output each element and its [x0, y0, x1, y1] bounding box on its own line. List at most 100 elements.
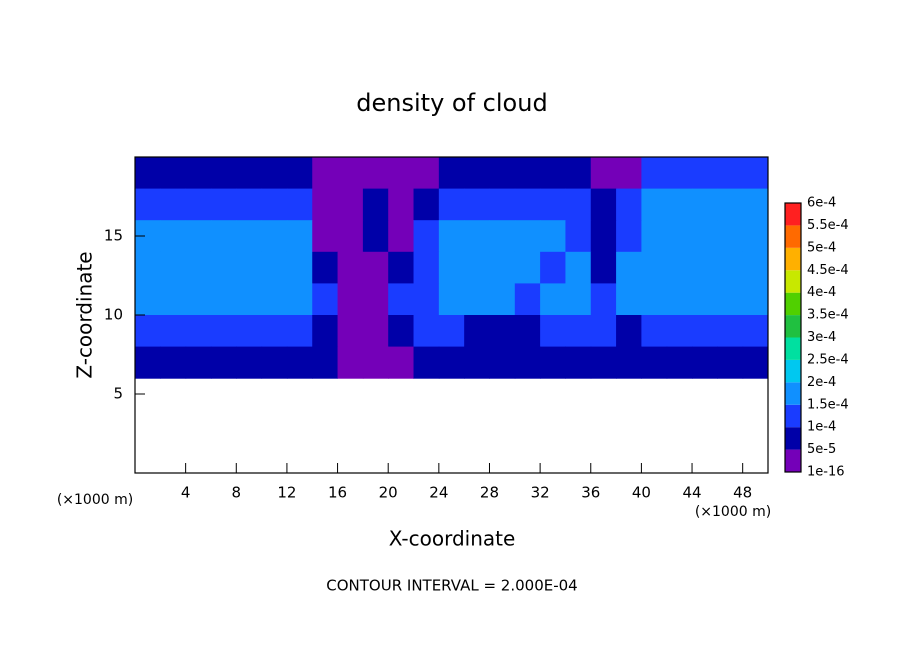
contour-cell [312, 157, 339, 190]
contour-cell [717, 315, 744, 348]
x-tick-label: 16 [328, 484, 347, 502]
contour-cell [337, 220, 364, 253]
contour-cell [514, 220, 541, 253]
y-axis-label: Z-coordinate [73, 251, 97, 378]
colorbar-label: 1e-4 [807, 420, 836, 435]
contour-cell [312, 251, 339, 284]
contour-cell [337, 251, 364, 284]
contour-cell [514, 251, 541, 284]
contour-cell [236, 251, 263, 284]
colorbar-frame [784, 202, 802, 473]
colorbar-label: 3.5e-4 [807, 308, 849, 323]
contour-cell [489, 157, 516, 190]
contour-cell [135, 157, 161, 190]
contour-cell [312, 220, 339, 253]
contour-cell [236, 220, 263, 253]
contour-cell [438, 220, 465, 253]
contour-cell [641, 251, 668, 284]
contour-cell [135, 251, 161, 284]
contour-cell [641, 346, 668, 379]
x-tick-label: 32 [531, 484, 550, 502]
contour-cell [362, 251, 389, 284]
contour-cell [160, 315, 187, 348]
contour-cell [261, 346, 288, 379]
contour-cell [135, 315, 161, 348]
contour-cell [362, 283, 389, 316]
contour-cell [438, 157, 465, 190]
contour-cell [565, 251, 592, 284]
chart-title: density of cloud [356, 89, 547, 117]
contour-cell [666, 346, 693, 379]
contour-cell [236, 283, 263, 316]
contour-cell [210, 283, 237, 316]
contour-cell [464, 157, 490, 190]
contour-cell [185, 220, 212, 253]
contour-cell [641, 315, 668, 348]
contour-cell [413, 188, 440, 221]
contour-cell [362, 220, 389, 253]
contour-cell [616, 157, 642, 190]
contour-cell [261, 220, 288, 253]
contour-cell [388, 157, 415, 190]
contour-cell [413, 315, 440, 348]
contour-cell [210, 346, 237, 379]
contour-cell [540, 346, 566, 379]
contour-cell [286, 315, 313, 348]
x-tick-label: 4 [181, 484, 191, 502]
contour-cell [236, 157, 263, 190]
contour-cell [489, 251, 516, 284]
colorbar-label: 4.5e-4 [807, 263, 849, 278]
contour-cell [666, 220, 693, 253]
contour-cell [312, 315, 339, 348]
contour-cell [565, 315, 592, 348]
colorbar-label: 1e-16 [807, 465, 845, 480]
colorbar-label: 2.5e-4 [807, 352, 849, 367]
colorbar-box [785, 337, 801, 360]
contour-cell [590, 283, 617, 316]
contour-cell [464, 315, 490, 348]
x-tick-label: 44 [682, 484, 701, 502]
contour-cell [641, 283, 668, 316]
colorbar-box [785, 359, 801, 383]
colorbar-box [785, 203, 801, 226]
contour-cell [286, 188, 313, 221]
contour-cell [135, 188, 161, 221]
colorbar-box [785, 225, 801, 248]
contour-cell [590, 157, 617, 190]
contour-cell [438, 188, 465, 221]
contour-cell [540, 251, 566, 284]
contour-cell [413, 346, 440, 379]
contour-cell [590, 315, 617, 348]
contour-cell [590, 220, 617, 253]
contour-cell [742, 315, 769, 348]
colorbar-label: 5.5e-4 [807, 218, 849, 233]
contour-cell [590, 251, 617, 284]
contour-cell [616, 188, 642, 221]
y-tick-label: 10 [104, 306, 123, 324]
contour-cell [464, 220, 490, 253]
contour-cell [616, 283, 642, 316]
colorbar-label: 6e-4 [807, 196, 836, 211]
contour-cell [286, 346, 313, 379]
contour-cell [616, 251, 642, 284]
contour-cell [337, 283, 364, 316]
contour-cell [388, 188, 415, 221]
contour-cell [388, 283, 415, 316]
colorbar-box [785, 270, 801, 293]
contour-cell [388, 251, 415, 284]
contour-cell [185, 315, 212, 348]
contour-cell [388, 315, 415, 348]
colorbar-label: 3e-4 [807, 330, 836, 345]
contour-cell [185, 251, 212, 284]
contour-cell [717, 220, 744, 253]
contour-cell [590, 188, 617, 221]
contour-cell [616, 220, 642, 253]
colorbar-label: 5e-4 [807, 240, 836, 255]
contour-cell [210, 315, 237, 348]
contour-cell [590, 346, 617, 379]
contour-cell [388, 220, 415, 253]
contour-cell [742, 346, 769, 379]
contour-cell [717, 251, 744, 284]
contour-cell [692, 251, 718, 284]
x-tick-label: 8 [232, 484, 242, 502]
